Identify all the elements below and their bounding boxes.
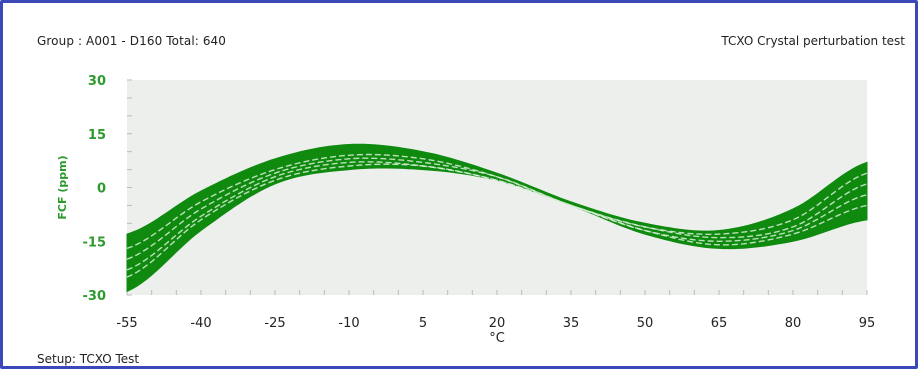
x-tick-label: 95 — [859, 316, 876, 331]
x-tick-label: 20 — [489, 316, 506, 331]
y-tick-label: -30 — [83, 289, 107, 304]
x-tick-label: 35 — [563, 316, 580, 331]
series-line — [126, 157, 868, 260]
y-axis-ticks: 30 15 0 -15 -30 — [83, 74, 107, 304]
x-tick-label: 5 — [419, 316, 427, 331]
series-line — [126, 161, 868, 271]
x-tick-label: 65 — [711, 316, 728, 331]
y-axis-label: FCF (ppm) — [56, 155, 69, 219]
series-envelope-layer — [126, 143, 868, 293]
x-tick-label: -10 — [338, 316, 359, 331]
y-tick-label: 30 — [88, 74, 106, 89]
series-line — [126, 153, 868, 250]
y-tick-label: -15 — [83, 235, 107, 250]
series-layer — [126, 153, 868, 278]
x-tick-label: 50 — [637, 316, 654, 331]
y-tick-label: 15 — [88, 128, 106, 143]
x-axis-label: °C — [489, 331, 505, 346]
test-title: TCXO Crystal perturbation test — [721, 34, 905, 48]
x-axis-ticks: -55 -40 -25 -10 5 20 35 50 65 80 95 — [116, 316, 875, 331]
group-label: Group : A001 - D160 Total: 640 — [37, 34, 227, 48]
setup-label: Setup: TCXO Test — [37, 352, 140, 366]
series-line — [126, 163, 868, 278]
y-tick-label: 0 — [97, 182, 106, 197]
x-tick-label: -40 — [190, 316, 211, 331]
x-tick-label: -55 — [116, 316, 137, 331]
x-tick-label: 80 — [785, 316, 802, 331]
series-envelope — [126, 143, 868, 293]
x-tick-label: -25 — [264, 316, 285, 331]
